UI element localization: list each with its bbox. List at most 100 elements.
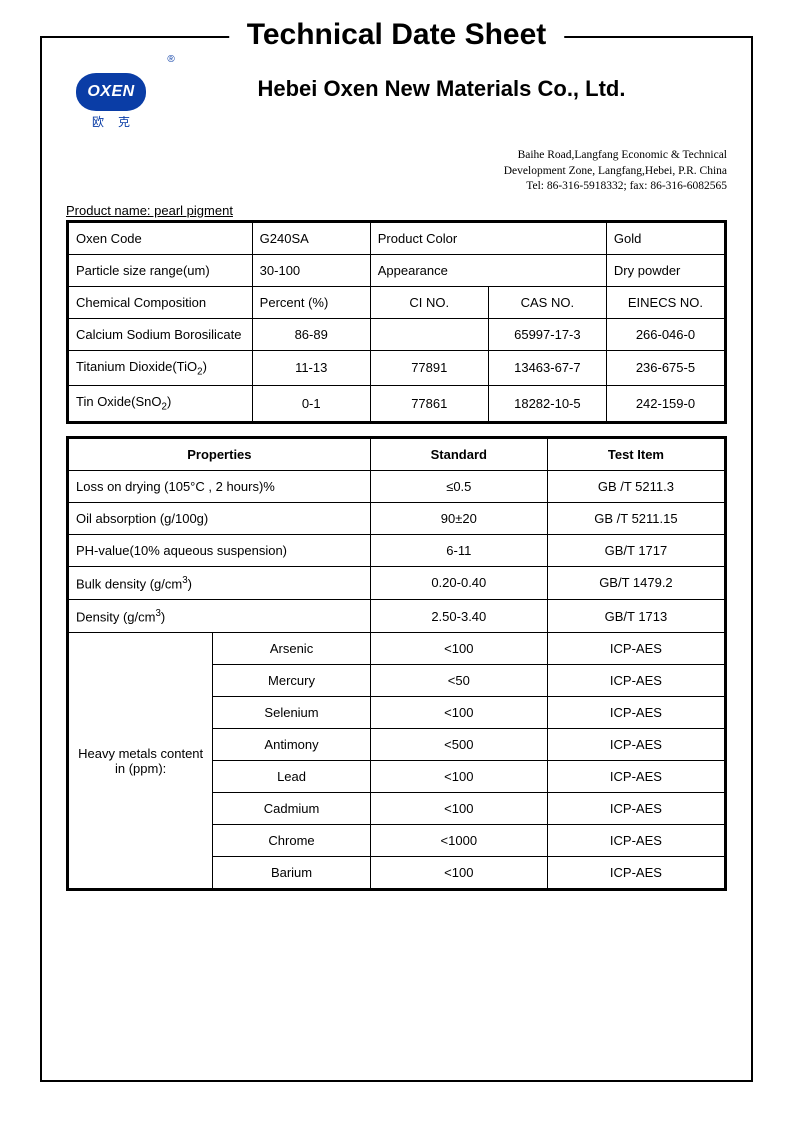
- prop-test: GB/T 1479.2: [547, 566, 724, 599]
- heavy-std: <100: [370, 793, 547, 825]
- cell-particle-size-label: Particle size range(um): [69, 254, 253, 286]
- heavy-test: ICP-AES: [547, 729, 724, 761]
- heavy-test: ICP-AES: [547, 825, 724, 857]
- table-row: Density (g/cm3) 2.50-3.40 GB/T 1713: [69, 600, 725, 633]
- table-row: Particle size range(um) 30-100 Appearanc…: [69, 254, 725, 286]
- table-row-header: Chemical Composition Percent (%) CI NO. …: [69, 286, 725, 318]
- comp-ci: 77861: [370, 386, 488, 422]
- heavy-el: Chrome: [213, 825, 370, 857]
- table-row-header: Properties Standard Test Item: [69, 438, 725, 470]
- cell-oxen-code-label: Oxen Code: [69, 222, 253, 254]
- heavy-test: ICP-AES: [547, 793, 724, 825]
- cell-cas-header: CAS NO.: [488, 286, 606, 318]
- logo-column: ® OXEN 欧克: [66, 56, 156, 130]
- cell-chem-comp-header: Chemical Composition: [69, 286, 253, 318]
- prop-std: 90±20: [370, 502, 547, 534]
- table-row: PH-value(10% aqueous suspension) 6-11 GB…: [69, 534, 725, 566]
- heavy-std: <100: [370, 633, 547, 665]
- heavy-el: Arsenic: [213, 633, 370, 665]
- table-gap: [66, 424, 727, 436]
- prop-test: GB/T 1717: [547, 534, 724, 566]
- prop-name: Oil absorption (g/100g): [69, 502, 371, 534]
- table-row: Oil absorption (g/100g) 90±20 GB /T 5211…: [69, 502, 725, 534]
- logo-chinese: 欧克: [66, 113, 156, 130]
- cell-product-color-label: Product Color: [370, 222, 606, 254]
- heavy-std: <50: [370, 665, 547, 697]
- comp-name: Calcium Sodium Borosilicate: [69, 318, 253, 350]
- tel-fax: Tel: 86-316-5918332; fax: 86-316-6082565: [66, 179, 727, 195]
- prop-std: 6-11: [370, 534, 547, 566]
- comp-cas: 13463-67-7: [488, 350, 606, 386]
- comp-pct: 0-1: [252, 386, 370, 422]
- comp-pct: 86-89: [252, 318, 370, 350]
- cell-oxen-code-value: G240SA: [252, 222, 370, 254]
- cell-einecs-header: EINECS NO.: [606, 286, 724, 318]
- table-row: Loss on drying (105°C , 2 hours)% ≤0.5 G…: [69, 470, 725, 502]
- heavy-test: ICP-AES: [547, 761, 724, 793]
- table-row: Tin Oxide(SnO2) 0-1 77861 18282-10-5 242…: [69, 386, 725, 422]
- comp-ci: [370, 318, 488, 350]
- address-block: Baihe Road,Langfang Economic & Technical…: [66, 148, 727, 195]
- prop-std: ≤0.5: [370, 470, 547, 502]
- cell-percent-header: Percent (%): [252, 286, 370, 318]
- heavy-el: Selenium: [213, 697, 370, 729]
- product-name-label: Product name: pearl pigment: [66, 203, 727, 218]
- header-row: ® OXEN 欧克 Hebei Oxen New Materials Co., …: [66, 56, 727, 130]
- heavy-std: <100: [370, 761, 547, 793]
- table-row: Titanium Dioxide(TiO2) 11-13 77891 13463…: [69, 350, 725, 386]
- table-2-wrapper: Properties Standard Test Item Loss on dr…: [66, 436, 727, 892]
- table-row: Oxen Code G240SA Product Color Gold: [69, 222, 725, 254]
- product-info-table: Oxen Code G240SA Product Color Gold Part…: [68, 222, 725, 422]
- heavy-std: <100: [370, 697, 547, 729]
- comp-einecs: 242-159-0: [606, 386, 724, 422]
- outer-frame: Technical Date Sheet ® OXEN 欧克 Hebei Oxe…: [40, 36, 753, 1082]
- prop-test: GB /T 5211.3: [547, 470, 724, 502]
- comp-einecs: 266-046-0: [606, 318, 724, 350]
- prop-name: PH-value(10% aqueous suspension): [69, 534, 371, 566]
- prop-test: GB /T 5211.15: [547, 502, 724, 534]
- table-row: Calcium Sodium Borosilicate 86-89 65997-…: [69, 318, 725, 350]
- heavy-el: Antimony: [213, 729, 370, 761]
- page-sheet: Technical Date Sheet ® OXEN 欧克 Hebei Oxe…: [0, 0, 793, 1122]
- properties-table: Properties Standard Test Item Loss on dr…: [68, 438, 725, 890]
- comp-ci: 77891: [370, 350, 488, 386]
- address-line-2: Development Zone, Langfang,Hebei, P.R. C…: [66, 164, 727, 180]
- heavy-std: <100: [370, 857, 547, 889]
- heavy-std: <1000: [370, 825, 547, 857]
- heavy-test: ICP-AES: [547, 633, 724, 665]
- doc-title: Technical Date Sheet: [229, 18, 565, 52]
- prop-std: 0.20-0.40: [370, 566, 547, 599]
- heavy-el: Mercury: [213, 665, 370, 697]
- cell-particle-size-value: 30-100: [252, 254, 370, 286]
- logo-badge: OXEN: [76, 73, 146, 111]
- comp-cas: 65997-17-3: [488, 318, 606, 350]
- heavy-test: ICP-AES: [547, 857, 724, 889]
- table-row: Bulk density (g/cm3) 0.20-0.40 GB/T 1479…: [69, 566, 725, 599]
- heavy-el: Lead: [213, 761, 370, 793]
- cell-appearance-value: Dry powder: [606, 254, 724, 286]
- heavy-test: ICP-AES: [547, 697, 724, 729]
- address-line-1: Baihe Road,Langfang Economic & Technical: [66, 148, 727, 164]
- comp-name: Titanium Dioxide(TiO2): [69, 350, 253, 386]
- prop-test: GB/T 1713: [547, 600, 724, 633]
- table-row: Heavy metals content in (ppm): Arsenic <…: [69, 633, 725, 665]
- logo-text: OXEN: [87, 83, 134, 101]
- comp-einecs: 236-675-5: [606, 350, 724, 386]
- prop-std: 2.50-3.40: [370, 600, 547, 633]
- header-standard: Standard: [370, 438, 547, 470]
- heavy-el: Barium: [213, 857, 370, 889]
- company-name: Hebei Oxen New Materials Co., Ltd.: [156, 76, 727, 102]
- cell-product-color-value: Gold: [606, 222, 724, 254]
- prop-name: Bulk density (g/cm3): [69, 566, 371, 599]
- heavy-std: <500: [370, 729, 547, 761]
- header-test-item: Test Item: [547, 438, 724, 470]
- prop-name: Loss on drying (105°C , 2 hours)%: [69, 470, 371, 502]
- comp-cas: 18282-10-5: [488, 386, 606, 422]
- cell-appearance-label: Appearance: [370, 254, 606, 286]
- company-column: Hebei Oxen New Materials Co., Ltd.: [156, 56, 727, 102]
- heavy-el: Cadmium: [213, 793, 370, 825]
- header-properties: Properties: [69, 438, 371, 470]
- prop-name: Density (g/cm3): [69, 600, 371, 633]
- cell-ci-header: CI NO.: [370, 286, 488, 318]
- logo-registered-mark: ®: [126, 54, 216, 65]
